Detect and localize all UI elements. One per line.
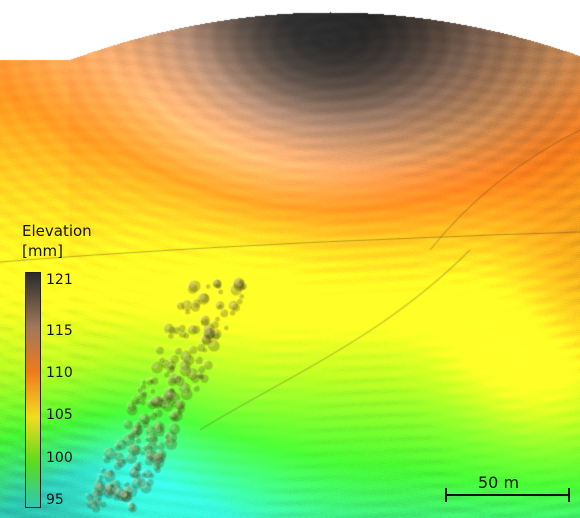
- scale-bar-line: [445, 494, 570, 496]
- legend-title: Elevation: [22, 222, 92, 241]
- scale-bar-label: 50 m: [478, 474, 519, 492]
- colorbar-tick-label: 100: [46, 450, 73, 466]
- colorbar-tick-label: 105: [46, 407, 73, 423]
- legend-unit: [mm]: [22, 242, 63, 261]
- colorbar-tick-label: 121: [46, 272, 73, 288]
- colorbar-tick-label: 110: [46, 365, 73, 381]
- colorbar-tick-label: 115: [46, 323, 73, 339]
- scale-bar-left-cap: [445, 488, 447, 502]
- scale-bar-right-cap: [568, 488, 570, 502]
- colorbar-tick-label: 95: [46, 492, 64, 508]
- elevation-colorbar: [25, 272, 41, 508]
